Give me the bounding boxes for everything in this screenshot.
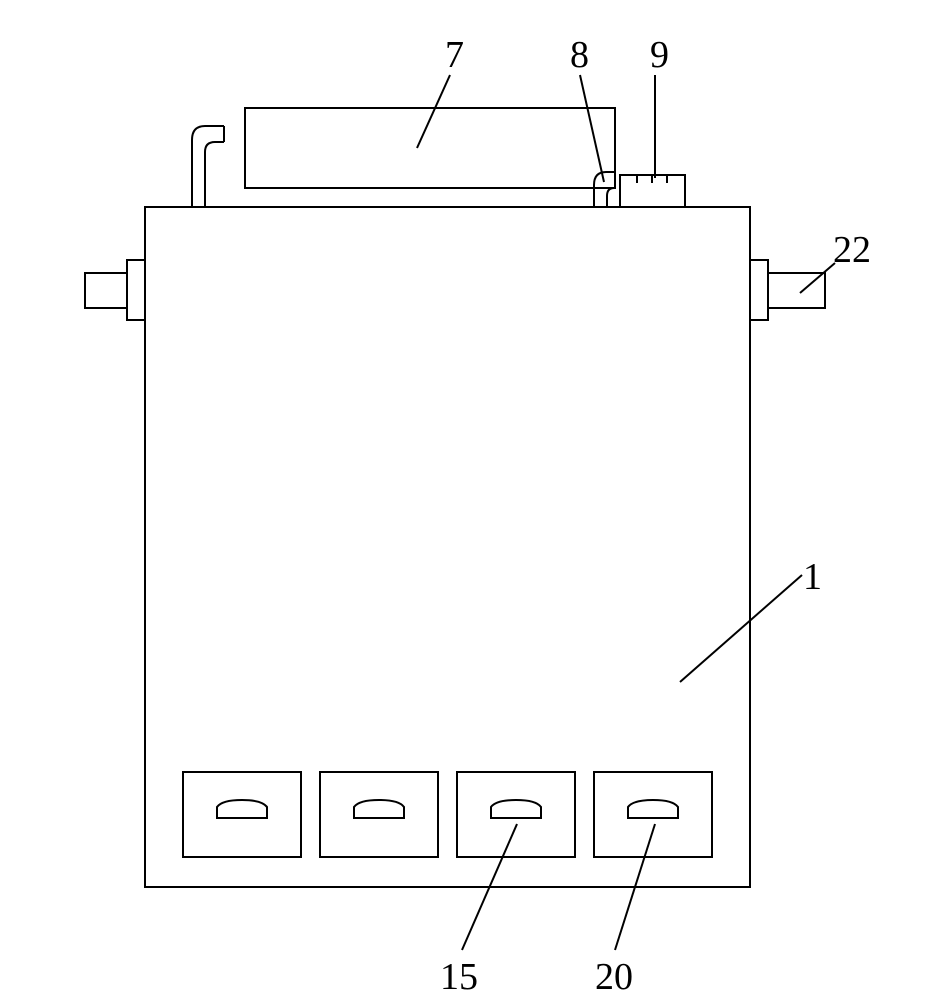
leader-8 <box>580 75 604 182</box>
top-comb-box <box>620 175 685 207</box>
left-connector <box>192 126 224 207</box>
main-body <box>145 207 750 887</box>
label-8: 8 <box>570 33 589 77</box>
label-22: 22 <box>833 228 871 272</box>
label-9: 9 <box>650 33 669 77</box>
diagram-svg <box>0 0 934 1000</box>
drawer-3 <box>457 772 575 857</box>
drawer-2 <box>320 772 438 857</box>
label-1: 1 <box>803 555 822 599</box>
leader-7 <box>417 75 450 148</box>
label-20: 20 <box>595 955 633 999</box>
leader-1 <box>680 575 802 682</box>
technical-diagram: 7 8 9 22 1 15 20 <box>0 0 934 1000</box>
label-7: 7 <box>445 33 464 77</box>
drawer-4 <box>594 772 712 857</box>
leader-22 <box>800 263 835 293</box>
right-handle <box>750 260 825 320</box>
drawer-1 <box>183 772 301 857</box>
right-connector <box>594 172 615 207</box>
left-handle <box>85 260 145 320</box>
label-15: 15 <box>440 955 478 999</box>
